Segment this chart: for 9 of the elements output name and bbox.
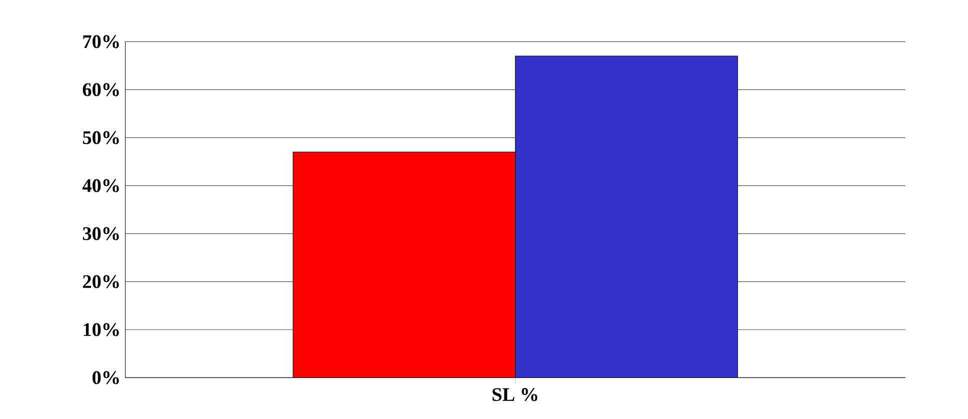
y-tick-label: 20%: [83, 275, 119, 288]
y-tick-label: 50%: [83, 131, 119, 144]
y-tick-label: 70%: [83, 35, 119, 48]
y-tick-label: 30%: [82, 227, 119, 240]
y-tick-label: 10%: [84, 323, 119, 336]
y-tick-label: 40%: [82, 179, 119, 192]
y-tick-label: 0%: [92, 371, 119, 384]
y-tick-label: 60%: [82, 83, 119, 96]
x-tick-label: SL %: [492, 388, 538, 402]
